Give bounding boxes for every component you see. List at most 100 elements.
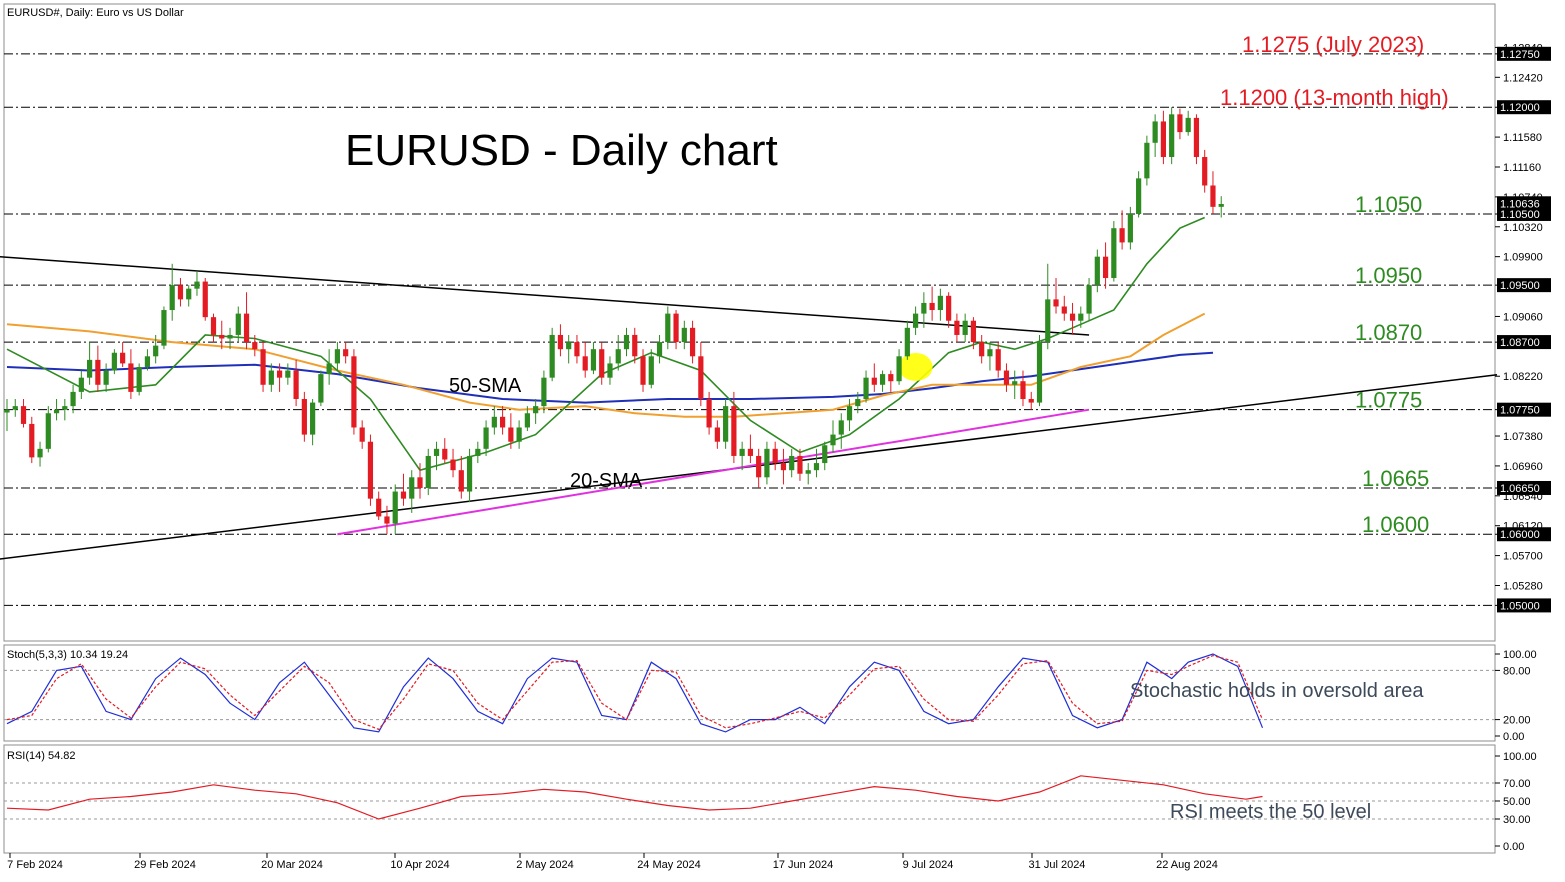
level-label: 1.0775 xyxy=(1355,388,1422,413)
level-label: 1.1200 (13-month high) xyxy=(1220,85,1449,110)
candle-body xyxy=(243,313,250,343)
candle-body xyxy=(656,342,663,357)
candle-body xyxy=(855,399,861,407)
candle-body xyxy=(987,349,993,357)
candle-body xyxy=(252,342,258,350)
candle-body xyxy=(1078,313,1084,321)
date-tick-label: 10 Apr 2024 xyxy=(390,859,449,871)
date-tick-label: 17 Jun 2024 xyxy=(773,859,834,871)
candle-body xyxy=(442,448,448,460)
candle-body xyxy=(888,374,894,382)
candle-body xyxy=(533,406,539,414)
candle-body xyxy=(813,463,820,471)
candle-body xyxy=(962,320,968,335)
rsi-annotation: RSI meets the 50 level xyxy=(1170,801,1371,823)
price-level-badge-label: 1.07750 xyxy=(1500,405,1540,417)
candle-body xyxy=(772,448,778,464)
candle-body xyxy=(896,356,902,382)
price-tick-label: 1.10320 xyxy=(1503,222,1543,234)
candle-body xyxy=(665,313,671,343)
candle-body xyxy=(136,366,142,392)
date-tick-label: 22 Aug 2024 xyxy=(1156,859,1218,871)
stoch-tick-label: 20.00 xyxy=(1503,715,1531,727)
stoch-main-line xyxy=(6,653,1264,733)
candle-body xyxy=(995,349,1001,371)
price-tick-label: 1.05700 xyxy=(1503,551,1543,563)
stoch-signal-line xyxy=(6,654,1264,731)
candle-body xyxy=(1152,121,1158,143)
candle-body xyxy=(120,352,126,364)
candle-body xyxy=(334,349,340,364)
price-tick-label: 1.08220 xyxy=(1503,371,1543,383)
candle-body xyxy=(1210,185,1216,207)
candle-body xyxy=(863,377,869,400)
price-tick-label: 1.07380 xyxy=(1503,431,1543,443)
candle-body xyxy=(260,349,266,385)
candle-body xyxy=(210,317,217,335)
candle-body xyxy=(475,448,481,456)
candle-body xyxy=(78,377,84,392)
candle-body xyxy=(673,313,679,343)
rsi-tick-label: 30.00 xyxy=(1503,814,1531,826)
candle-body xyxy=(128,363,134,392)
candle-body xyxy=(1169,114,1175,158)
stoch-tick-label: 80.00 xyxy=(1503,665,1531,677)
candle-body xyxy=(111,352,117,371)
stoch-tick-label: 100.00 xyxy=(1503,649,1537,661)
candle-body xyxy=(764,448,770,478)
price-level-badge xyxy=(1497,206,1551,221)
candle-body xyxy=(409,477,415,499)
price-level-badge-label: 1.05000 xyxy=(1500,600,1540,612)
candle-body xyxy=(466,455,473,492)
candle-body xyxy=(384,516,390,524)
candle-body xyxy=(194,281,200,289)
candle-body xyxy=(4,409,10,413)
last-price-badge xyxy=(1497,196,1551,210)
candle-body xyxy=(590,349,597,371)
candle-body xyxy=(318,374,324,403)
candle-body xyxy=(1061,306,1067,314)
candle-body xyxy=(161,310,167,346)
candle-body xyxy=(1036,342,1043,403)
candle-body xyxy=(1012,381,1018,385)
candle-body xyxy=(1185,117,1191,133)
candle-body xyxy=(846,406,853,421)
candle-body xyxy=(62,406,68,410)
price-level-badge xyxy=(1497,402,1551,417)
candle-body xyxy=(1144,142,1150,179)
candle-body xyxy=(599,349,605,378)
date-tick-label: 9 Jul 2024 xyxy=(903,859,954,871)
candle-body xyxy=(648,356,654,385)
candles xyxy=(4,107,1224,535)
candle-body xyxy=(1003,370,1010,385)
candle-body xyxy=(169,285,175,311)
candle-body xyxy=(929,302,935,311)
candle-body xyxy=(689,327,696,357)
price-level-badge xyxy=(1497,100,1551,115)
date-tick-label: 29 Feb 2024 xyxy=(134,859,196,871)
candle-body xyxy=(1160,121,1166,158)
candle-body xyxy=(351,356,357,428)
candle-body xyxy=(293,370,299,400)
candle-body xyxy=(1094,256,1100,286)
candle-body xyxy=(310,402,316,435)
candle-body xyxy=(508,427,514,442)
price-level-badge-label: 1.09500 xyxy=(1500,280,1540,292)
stoch-tick-label: 0.00 xyxy=(1503,731,1524,743)
candle-body xyxy=(359,427,365,442)
candle-body xyxy=(1119,228,1125,243)
candle-body xyxy=(227,334,233,339)
candle-body xyxy=(376,498,382,517)
rsi-panel: 100.00 70.00 50.00 30.00 0.00 xyxy=(4,751,1537,853)
candle-body xyxy=(566,342,572,350)
stoch-title: Stoch(5,3,3) 10.34 19.24 xyxy=(7,649,128,661)
candle-body xyxy=(45,413,51,449)
date-axis: 7 Feb 2024 29 Feb 2024 20 Mar 2024 10 Apr 2… xyxy=(7,853,1218,871)
rsi-tick-label: 50.00 xyxy=(1503,796,1531,808)
date-tick-label: 2 May 2024 xyxy=(516,859,573,871)
candle-body xyxy=(946,295,952,321)
rsi-tick-label: 100.00 xyxy=(1503,751,1537,763)
candle-body xyxy=(153,345,159,357)
stoch-annotation: Stochastic holds in oversold area xyxy=(1130,680,1424,702)
